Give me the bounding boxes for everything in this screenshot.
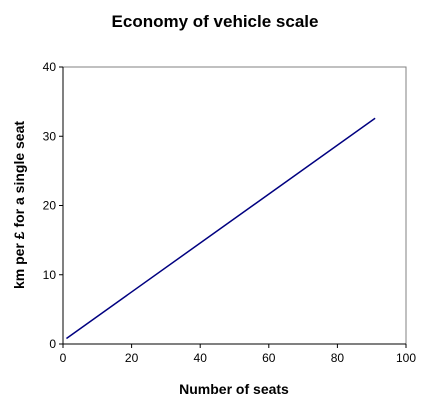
y-tick-label: 40 bbox=[43, 60, 57, 74]
x-ticks: 0 20 40 60 80 100 bbox=[60, 344, 416, 365]
chart-title: Economy of vehicle scale bbox=[112, 12, 319, 31]
x-tick-label: 80 bbox=[331, 351, 345, 365]
y-tick-label: 20 bbox=[43, 199, 57, 213]
series-layer bbox=[65, 117, 376, 340]
y-axis-label: km per £ for a single seat bbox=[11, 121, 27, 289]
x-tick-label: 0 bbox=[60, 351, 67, 365]
y-tick-label: 30 bbox=[43, 129, 57, 143]
x-tick-label: 20 bbox=[125, 351, 139, 365]
y-tick-label: 0 bbox=[49, 337, 56, 351]
x-tick-label: 60 bbox=[262, 351, 276, 365]
series-line bbox=[65, 117, 376, 340]
x-axis-label: Number of seats bbox=[179, 381, 289, 397]
y-ticks: 0 10 20 30 40 bbox=[43, 60, 63, 351]
x-tick-label: 40 bbox=[194, 351, 208, 365]
plot-area bbox=[62, 66, 407, 345]
x-tick-label: 100 bbox=[396, 351, 416, 365]
y-tick-label: 10 bbox=[43, 268, 57, 282]
